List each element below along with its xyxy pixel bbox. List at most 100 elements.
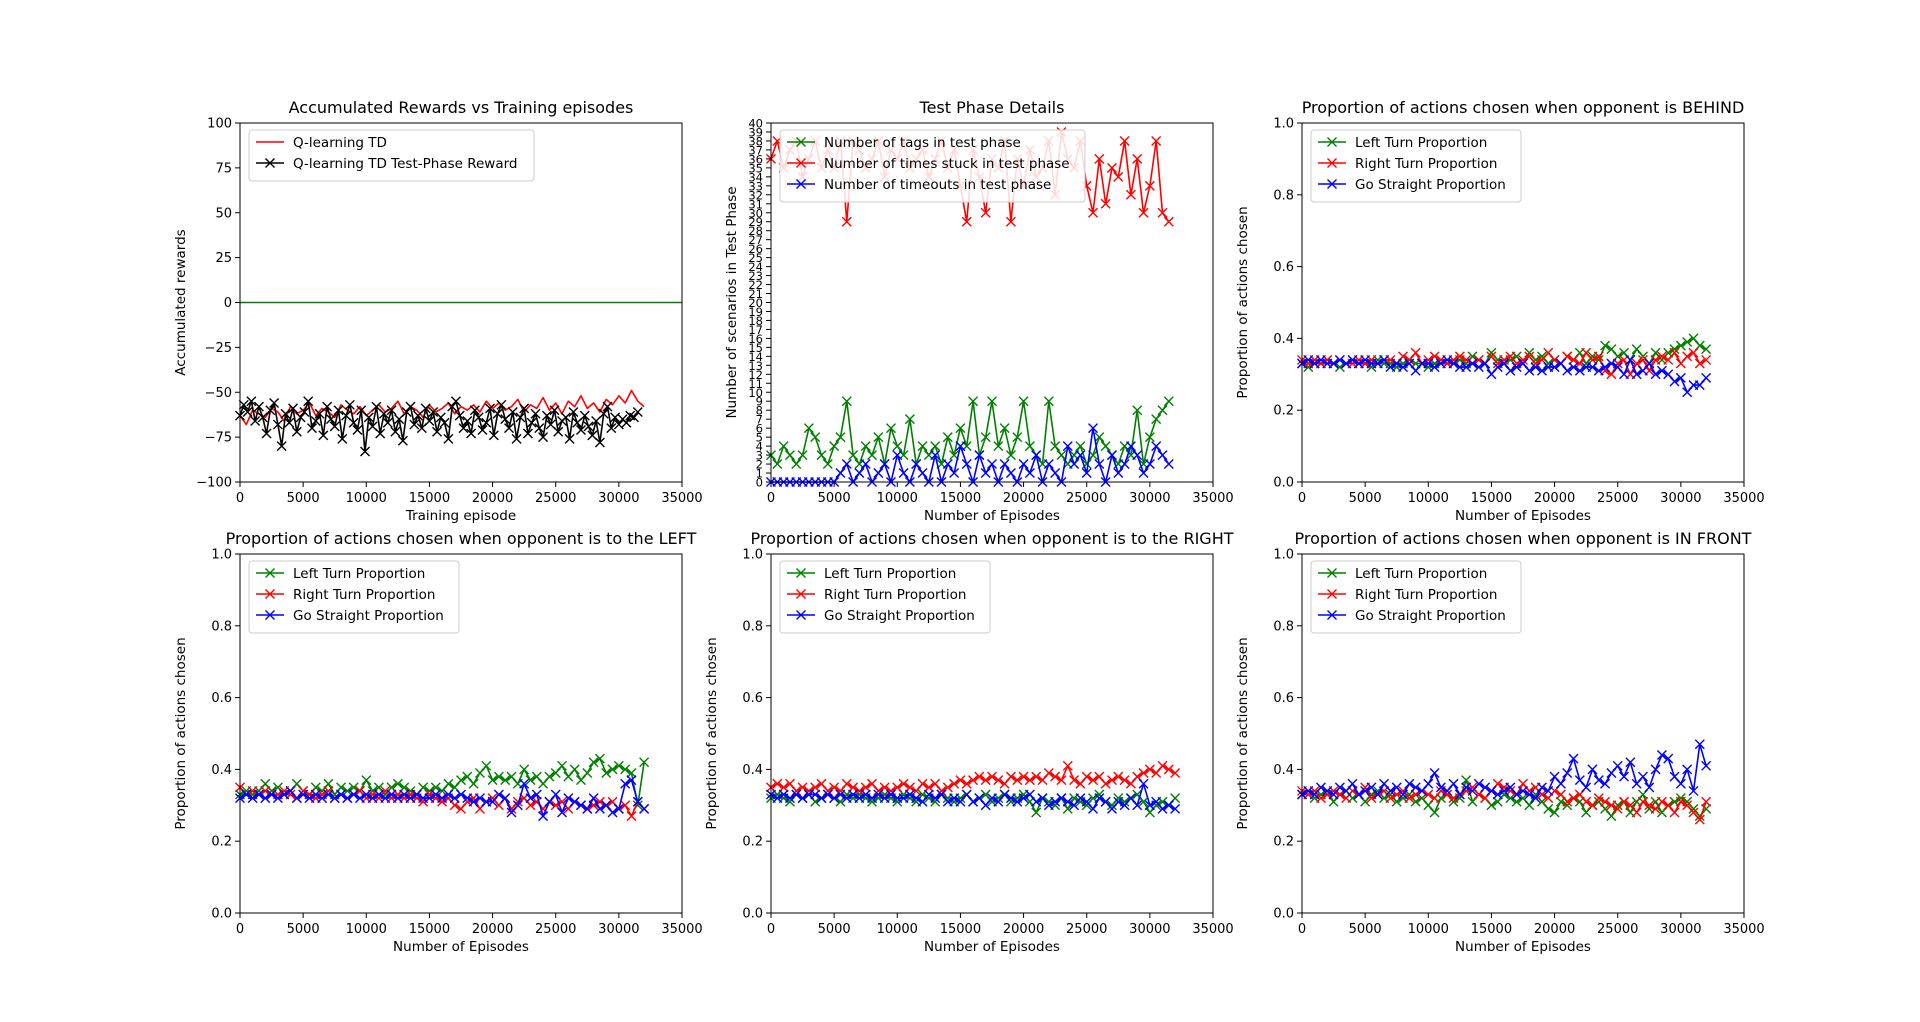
y-tick-label: 5 <box>756 431 763 445</box>
data-point <box>1461 782 1472 793</box>
data-point <box>1012 775 1023 786</box>
data-point <box>496 399 507 410</box>
series-line <box>239 400 639 453</box>
y-tick-label: 14 <box>748 350 763 364</box>
legend-marker <box>265 568 275 578</box>
data-point <box>405 401 416 412</box>
data-point <box>942 796 953 807</box>
data-point <box>462 415 473 426</box>
data-point <box>1410 347 1421 358</box>
data-point <box>923 789 934 800</box>
data-point <box>474 793 485 804</box>
data-point <box>1031 450 1042 461</box>
data-point <box>1322 785 1333 796</box>
data-point <box>443 778 454 789</box>
data-point <box>772 793 783 804</box>
data-point <box>620 778 631 789</box>
data-point <box>1600 778 1611 789</box>
data-point <box>620 764 631 775</box>
series-3 <box>1297 354 1712 398</box>
data-point <box>1062 803 1073 814</box>
data-point <box>260 785 271 796</box>
data-point <box>942 459 953 470</box>
axes-frame <box>239 553 683 914</box>
data-point <box>791 459 802 470</box>
data-point <box>382 417 393 428</box>
data-point <box>1132 800 1143 811</box>
data-point <box>424 793 435 804</box>
data-point <box>607 807 618 818</box>
data-point <box>791 789 802 800</box>
x-axis-label: Number of Episodes <box>924 508 1060 524</box>
legend-label: Go Straight Proportion <box>1355 177 1506 193</box>
data-point <box>594 753 605 764</box>
legend-label: Go Straight Proportion <box>1355 608 1506 624</box>
series-3 <box>235 775 650 822</box>
data-point <box>1138 778 1149 789</box>
data-point <box>1530 793 1541 804</box>
data-point <box>778 441 789 452</box>
y-tick-label: 23 <box>748 269 763 283</box>
data-point <box>336 789 347 800</box>
plot-area <box>235 301 682 457</box>
legend-label: Left Turn Proportion <box>824 566 956 582</box>
data-point <box>310 415 321 426</box>
data-point <box>1461 362 1472 373</box>
data-point <box>1018 771 1029 782</box>
legend-label: Q-learning TD <box>293 135 387 151</box>
data-point <box>917 468 928 479</box>
data-point <box>1062 760 1073 771</box>
data-point <box>1328 358 1339 369</box>
data-point <box>253 401 264 412</box>
data-point <box>1593 775 1604 786</box>
series-line <box>771 427 1170 483</box>
data-point <box>511 433 522 444</box>
data-point <box>1303 785 1314 796</box>
data-point <box>583 421 594 432</box>
legend-label: Right Turn Proportion <box>1355 156 1497 172</box>
data-point <box>519 778 530 789</box>
data-point <box>968 396 979 407</box>
data-point <box>1637 354 1648 365</box>
data-point <box>1619 796 1630 807</box>
data-point <box>1656 796 1667 807</box>
data-point <box>955 775 966 786</box>
x-tick-label: 15000 <box>409 491 450 506</box>
data-point <box>247 793 258 804</box>
data-point <box>829 793 840 804</box>
legend: Left Turn Proportion Right Turn Proportio… <box>248 560 460 634</box>
legend-label: Q-learning TD Test-Phase Reward <box>293 156 518 172</box>
data-point <box>1480 358 1491 369</box>
y-tick-label: 26 <box>748 242 763 256</box>
data-point <box>1543 785 1554 796</box>
y-tick-label: 3 <box>756 449 763 463</box>
data-point <box>987 793 997 804</box>
data-point <box>1005 793 1016 804</box>
legend: Left Turn Proportion Right Turn Proportio… <box>1310 560 1522 634</box>
data-point <box>1656 351 1667 362</box>
data-point <box>354 793 365 804</box>
x-tick-label: 20000 <box>472 922 513 937</box>
data-point <box>1113 771 1124 782</box>
data-point <box>1701 354 1712 365</box>
data-point <box>348 417 359 428</box>
data-point <box>363 412 374 423</box>
data-point <box>1056 775 1067 786</box>
data-point <box>488 430 499 441</box>
data-point <box>299 407 310 417</box>
data-point <box>449 800 460 811</box>
data-point <box>538 432 549 443</box>
data-point <box>276 441 287 452</box>
legend-box <box>248 560 460 634</box>
data-point <box>1144 459 1155 470</box>
data-point <box>1119 459 1130 470</box>
data-point <box>620 800 631 811</box>
x-tick-label: 25000 <box>1066 491 1107 506</box>
y-axis-label: Number of scenarios in Test Phase <box>724 186 740 418</box>
x-tick-label: 0 <box>1298 922 1306 937</box>
data-point <box>1675 796 1686 807</box>
data-point <box>841 396 852 407</box>
data-point <box>569 764 580 775</box>
legend-marker <box>796 568 806 578</box>
data-point <box>1530 362 1541 373</box>
